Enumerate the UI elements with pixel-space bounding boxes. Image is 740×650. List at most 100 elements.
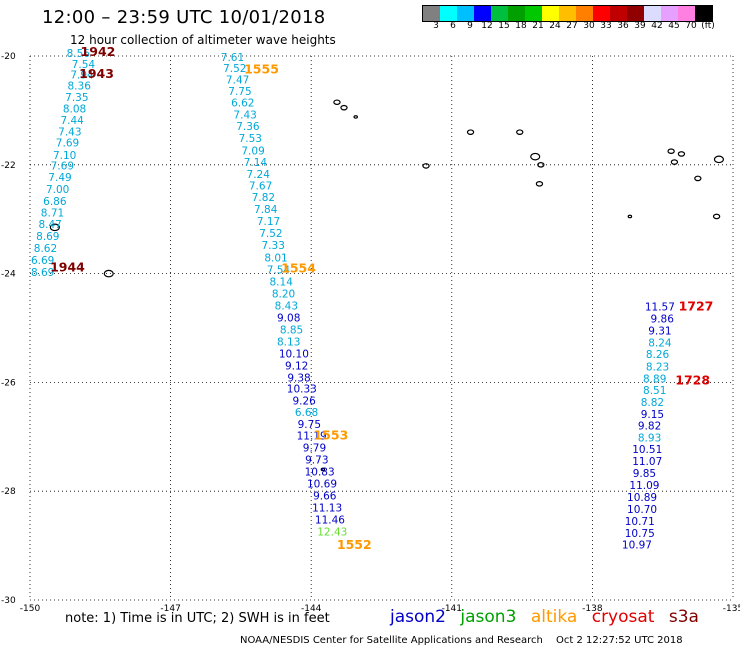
wave-height-value: 8.93	[638, 433, 661, 445]
legend-altika: altika	[530, 607, 578, 627]
track-1727-1728: 11.579.869.318.248.268.238.898.518.829.1…	[622, 302, 675, 552]
wave-height-value: 7.10	[53, 150, 76, 162]
wave-height-value: 10.89	[627, 492, 657, 504]
wave-height-value: 9.31	[648, 326, 671, 338]
y-tick-label: -28	[1, 487, 16, 497]
wave-height-value: 8.43	[275, 301, 298, 313]
x-tick-label: -135	[723, 604, 740, 614]
island	[670, 159, 679, 165]
colorbar-label: 12	[481, 21, 493, 31]
wave-height-value: 9.85	[633, 468, 656, 480]
y-tick-label: -20	[1, 52, 16, 62]
x-tick-label: -144	[301, 604, 322, 614]
island	[627, 214, 633, 219]
colorbar-label: 33	[600, 21, 612, 31]
wave-height-value: 9.12	[285, 360, 308, 372]
colorbar-label: 27	[566, 21, 578, 31]
wave-height-value: 9.73	[305, 454, 328, 466]
y-tick-label: -22	[1, 161, 16, 171]
colorbar-label: 21	[532, 21, 544, 31]
pass-label: 1728	[675, 373, 710, 388]
colorbar-label: (ft)	[701, 21, 715, 31]
island	[537, 162, 545, 168]
wave-height-value: 10.10	[279, 348, 309, 360]
wave-height-value: 8.08	[63, 104, 86, 116]
wave-height-value: 10.75	[625, 528, 655, 540]
wave-height-value: 9.38	[287, 372, 310, 384]
wave-height-value: 11.07	[632, 456, 662, 468]
colorbar-swatch	[610, 6, 627, 21]
pass-label: 1553	[313, 428, 348, 443]
wave-height-value: 9.79	[303, 442, 326, 454]
pass-label: 1552	[337, 537, 372, 552]
wave-height-value: 8.71	[41, 207, 64, 219]
wave-height-value: 9.66	[313, 490, 337, 502]
wave-height-value: 10.51	[632, 444, 662, 456]
wave-height-value: 7.43	[233, 110, 256, 122]
wave-height-value: 8.85	[280, 324, 303, 336]
wave-height-value: 9.08	[277, 312, 300, 324]
colorbar-swatch	[661, 6, 678, 21]
wave-height-value: 11.19	[297, 431, 327, 443]
wave-height-value: 7.75	[228, 86, 251, 98]
wave-height-value: 8.47	[38, 219, 61, 231]
wave-height-value: 7.69	[51, 161, 74, 173]
pass-label: 1727	[679, 299, 714, 314]
pass-label: 1943	[79, 66, 114, 81]
credit-timestamp: Oct 2 12:27:52 UTC 2018	[556, 635, 683, 646]
pass-label: 1555	[244, 61, 279, 76]
wave-height-value: 10.97	[622, 539, 652, 551]
legend-cryosat: cryosat	[591, 607, 655, 627]
colorbar-label: 9	[467, 21, 473, 31]
wave-height-value: 7.35	[65, 92, 88, 104]
legend-jason3: jason3	[460, 607, 517, 627]
wave-height-value: 9.82	[638, 421, 661, 433]
wave-height-value: 7.14	[244, 157, 268, 169]
wave-height-value: 7.53	[239, 133, 262, 145]
credit-org: NOAA/NESDIS Center for Satellite Applica…	[240, 635, 543, 646]
wave-height-value: 10.83	[305, 466, 335, 478]
x-tick-label: -150	[20, 604, 41, 614]
wave-height-value: 10.33	[287, 384, 317, 396]
island	[694, 175, 702, 182]
island	[340, 104, 348, 111]
island	[667, 148, 675, 155]
colorbar-label: 6	[450, 21, 456, 31]
wave-height-value: 7.47	[226, 75, 249, 87]
wave-height-value: 11.46	[315, 514, 345, 526]
wave-height-value: 8.13	[277, 336, 300, 348]
wave-height-value: 7.49	[48, 172, 71, 184]
island	[103, 269, 114, 278]
wave-height-value: 7.24	[247, 169, 271, 181]
wave-height-value: 8.62	[34, 243, 57, 255]
colorbar-swatch	[559, 6, 576, 21]
island	[530, 152, 541, 161]
wave-height-value: 9.75	[298, 419, 321, 431]
colorbar-swatch	[678, 6, 695, 21]
colorbar-swatch	[423, 6, 440, 21]
wave-height-value: 8.56	[67, 48, 91, 60]
wave-height-value: 8.24	[648, 337, 672, 349]
island	[353, 115, 359, 119]
x-tick-label: -141	[442, 604, 462, 614]
wave-height-value: 7.61	[221, 52, 244, 64]
wave-height-value: 7.52	[259, 228, 282, 240]
track-1942-1944: 8.567.547.948.367.358.087.447.437.697.10…	[31, 48, 95, 279]
island	[712, 213, 721, 220]
island	[535, 181, 544, 187]
colorbar-label: 30	[583, 21, 595, 31]
wave-height-value: 7.84	[254, 204, 278, 216]
colorbar-label: 70	[685, 21, 697, 31]
wave-height-value: 7.33	[262, 240, 285, 252]
wave-height-value: 6.69	[31, 255, 54, 267]
colorbar-label: 42	[651, 21, 663, 31]
wave-height-value: 7.44	[60, 115, 84, 127]
colorbar-label: 18	[515, 21, 527, 31]
colorbar-swatch	[576, 6, 593, 21]
wave-height-value: 9.15	[641, 409, 664, 421]
x-tick-label: -138	[582, 604, 603, 614]
wave-height-value: 7.00	[46, 184, 69, 196]
island	[49, 223, 60, 232]
wave-height-value: 11.09	[629, 480, 659, 492]
